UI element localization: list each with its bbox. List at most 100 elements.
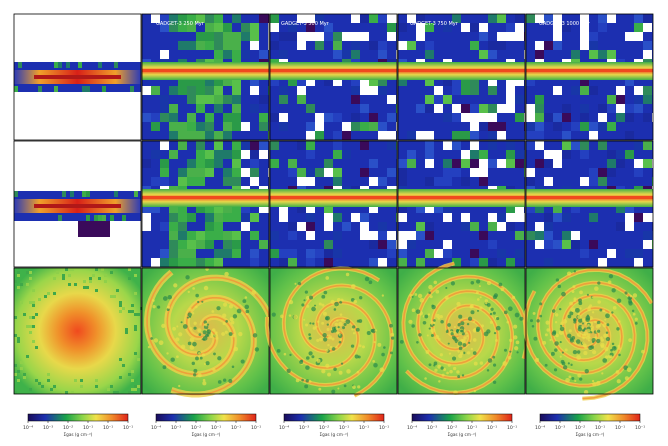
grid-cell — [488, 141, 497, 150]
gas-clump — [224, 271, 229, 277]
gas-clump — [197, 373, 202, 378]
grid-cell — [178, 249, 187, 258]
gas-clump — [178, 332, 183, 337]
grid-cell — [607, 95, 616, 104]
grid-cell — [268, 258, 269, 267]
grid-cell — [241, 86, 250, 95]
grid-cell — [306, 168, 315, 177]
gas-clump — [486, 369, 490, 372]
grid-cell — [315, 41, 324, 50]
colorbar-tick-label: 10⁻¹ — [211, 425, 221, 431]
grid-cell — [589, 131, 598, 140]
gas-clump — [202, 330, 207, 335]
grid-cell — [497, 122, 506, 131]
gas-clump — [433, 361, 438, 366]
gas-clump — [444, 295, 449, 300]
panel-title-4: GADGET-3 1000 Myr — [539, 21, 591, 27]
gas-clump — [492, 311, 496, 315]
grid-cell — [580, 32, 589, 41]
grid-cell — [378, 14, 387, 23]
grid-cell — [142, 86, 151, 95]
gas-clump — [459, 329, 463, 333]
gas-clump — [221, 332, 225, 336]
gas-clump — [579, 290, 583, 295]
grid-cell — [169, 150, 178, 159]
gas-clump — [602, 309, 606, 313]
grid-cell — [479, 122, 488, 131]
disk-core — [270, 69, 397, 72]
grid-cell — [214, 95, 223, 104]
grid-cell — [387, 23, 396, 32]
face-pixel — [17, 286, 20, 289]
grid-cell — [160, 95, 169, 104]
grid-cell — [324, 23, 333, 32]
disk-core — [270, 196, 397, 199]
face-pixel — [134, 274, 137, 277]
gas-clump — [229, 317, 234, 322]
grid-cell — [279, 204, 288, 213]
gas-clump — [597, 300, 601, 304]
grid-cell — [416, 204, 425, 213]
grid-cell — [351, 122, 360, 131]
gas-clump — [452, 366, 457, 371]
grid-cell — [589, 240, 598, 249]
grid-cell — [223, 231, 232, 240]
grid-cell — [306, 32, 315, 41]
grid-cell — [151, 113, 160, 122]
grid-cell — [488, 77, 497, 86]
grid-cell — [461, 77, 470, 86]
gas-clump — [443, 367, 447, 371]
gas-clump — [373, 341, 376, 344]
grid-cell — [268, 122, 269, 131]
grid-cell — [241, 150, 250, 159]
grid-cell — [544, 231, 553, 240]
grid-cell — [470, 249, 479, 258]
colorbar-bar — [411, 413, 513, 422]
gas-clump — [559, 326, 565, 332]
face-on-panel — [264, 266, 398, 398]
grid-cell — [306, 141, 315, 150]
gas-clump — [411, 324, 415, 328]
gas-clump — [390, 351, 393, 355]
face-pixel — [71, 268, 74, 271]
grid-cell — [461, 159, 470, 168]
grid-cell — [652, 95, 653, 104]
gas-clump — [377, 342, 382, 347]
grid-cell — [250, 86, 259, 95]
grid-cell — [580, 141, 589, 150]
grid-cell — [187, 177, 196, 186]
face-pixel — [29, 388, 32, 391]
grid-cell — [178, 213, 187, 222]
grid-cell — [396, 159, 397, 168]
grid-cell — [580, 41, 589, 50]
grid-cell — [553, 204, 562, 213]
grid-cell — [270, 14, 279, 23]
gas-clump — [276, 348, 281, 353]
grid-cell — [652, 231, 653, 240]
grid-cell — [268, 150, 269, 159]
face-pixel — [14, 373, 17, 376]
grid-cell — [259, 141, 268, 150]
grid-cell — [196, 86, 205, 95]
grid-cell — [232, 50, 241, 59]
grid-cell — [333, 131, 342, 140]
gas-clump — [314, 304, 317, 307]
grid-cell — [652, 113, 653, 122]
grid-cell — [288, 168, 297, 177]
grid-cell — [360, 14, 369, 23]
grid-cell — [378, 222, 387, 231]
grid-cell — [232, 213, 241, 222]
gas-clump — [448, 352, 452, 355]
grid-cell — [398, 159, 407, 168]
grid-cell — [434, 249, 443, 258]
grid-cell — [223, 177, 232, 186]
gas-clump — [616, 379, 621, 384]
grid-cell — [580, 77, 589, 86]
grid-cell — [396, 14, 397, 23]
colorbar-tick-label: 10⁻⁴ — [23, 425, 33, 431]
grid-cell — [223, 113, 232, 122]
grid-cell — [506, 32, 515, 41]
gas-clump — [597, 281, 601, 285]
gas-clump — [492, 294, 497, 300]
